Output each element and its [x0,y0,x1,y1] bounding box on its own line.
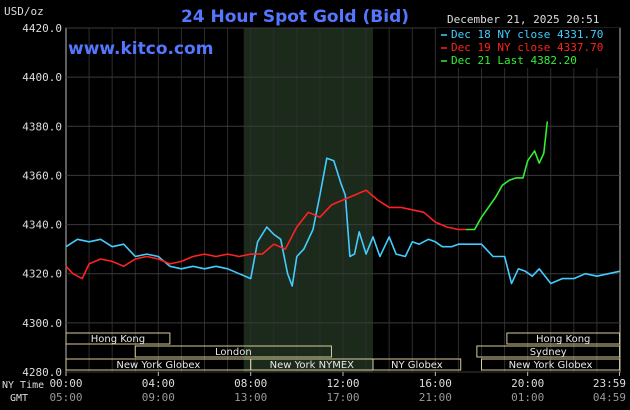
series-lines [65,121,620,287]
x-tick-label-gmt: 04:59 [593,391,626,404]
session-label: New York Globex [509,360,593,371]
session-label: London [215,347,252,358]
series-line-1 [65,189,466,280]
timestamp: December 21, 2025 20:51 [447,13,599,26]
session-box [481,358,621,371]
session-bar: Sydney [476,345,621,358]
y-tick-label: 4360.0 [22,169,62,182]
session-label: Hong Kong [536,334,590,345]
x-axis-label-gmt: GMT [10,393,28,404]
x-tick-label-gmt: 01:00 [511,391,544,404]
x-tick-label-gmt: 05:00 [49,391,82,404]
y-axis-ticks: 4420.0 4400.0 4380.0 4360.0 4340.0 4320.0 4300… [22,22,62,379]
x-tick-label-ny: 04:00 [142,377,175,390]
session-bar: London [134,345,332,358]
legend-entry: Dec 18 NY close 4331.70 [451,28,603,41]
x-tick-label-gmt: 09:00 [142,391,175,404]
x-tick-label-ny: 20:00 [511,377,544,390]
x-tick-label-gmt: 17:00 [326,391,359,404]
session-box [476,345,621,358]
y-tick-label: 4320.0 [22,268,62,281]
session-label: New York NYMEX [270,360,355,371]
series-line-2 [466,121,549,231]
session-box [372,358,462,371]
y-tick-label: 4300.0 [22,317,62,330]
session-box [134,345,332,358]
x-tick-label-ny: 23:59 [593,377,626,390]
legend-background [437,28,619,68]
x-tick-label-ny: 08:00 [234,377,267,390]
legend-entry: Dec 21 Last 4382.20 [451,54,577,67]
x-tick-label-gmt: 21:00 [419,391,452,404]
y-tick-label: 4400.0 [22,71,62,84]
y-tick-label: 4380.0 [22,120,62,133]
x-tick-label-ny: 00:00 [49,377,82,390]
y-axis-label: USD/oz [4,5,44,18]
y-tick-label: 4340.0 [22,219,62,232]
session-label: New York Globex [116,360,200,371]
session-label: Sydney [530,347,567,358]
grid-lines [66,27,620,373]
x-tick-label-gmt: 13:00 [234,391,267,404]
x-tick-label-ny: 12:00 [326,377,359,390]
session-bar: Hong Kong [65,332,171,345]
session-bar: NY Globex [372,358,462,371]
y-tick-label: 4420.0 [22,22,62,35]
session-label: Hong Kong [91,334,145,345]
session-bar: New York Globex [481,358,621,371]
x-axis-label-ny: NY Time [2,380,44,391]
session-box [65,332,171,345]
legend-entry: Dec 19 NY close 4337.70 [451,41,603,54]
series-line-0 [65,157,620,287]
session-label: NY Globex [391,360,443,371]
brand-watermark: www.kitco.com [68,39,213,59]
y-tick-label: 4280.0 [22,366,62,379]
session-box [506,332,621,345]
session-bar: Hong Kong [506,332,621,345]
chart-title: 24 Hour Spot Gold (Bid) [181,7,409,27]
x-tick-label-ny: 16:00 [419,377,452,390]
highlight-band [243,28,374,372]
market-sessions: Hong Kong London New York Globex New York N… [65,332,621,371]
